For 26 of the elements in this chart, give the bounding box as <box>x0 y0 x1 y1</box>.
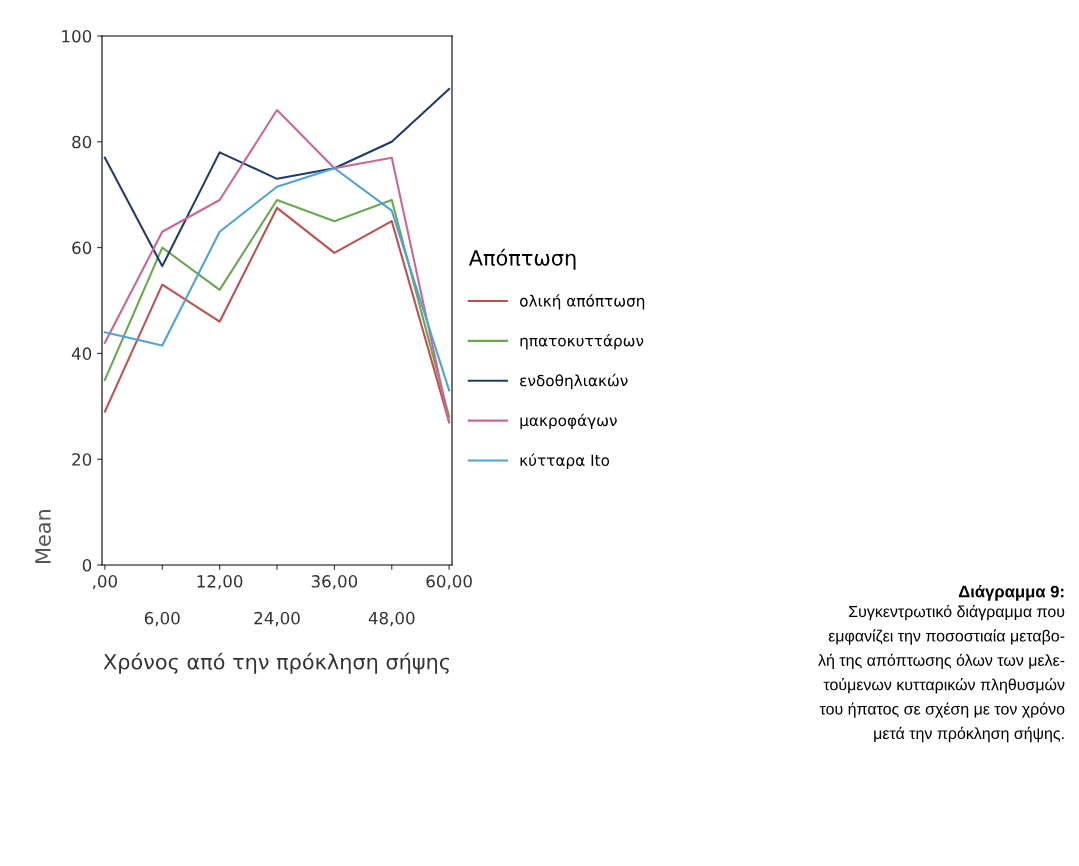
x-tick-label: 6,00 <box>144 611 180 627</box>
text: Συγκεντρωτικό διάγραμμα που εμφανίζει την ποσοστιαία μεταβο- λή της απόπτωσης όλων των μελε- τούμενων κυτταρικών πληθυσμών του ήπατος σε σχέση με τον χρόνο μετά την πρόκληση σήψης. <box>818 605 1065 743</box>
legend-label: ενδοθηλιακών <box>520 373 628 390</box>
y-tick-label: 80 <box>72 135 92 149</box>
legend-label: κύτταρα Ito <box>520 453 610 469</box>
x-tick-label: 60,00 <box>426 575 472 590</box>
line-series <box>103 167 451 392</box>
legend-label: ηπατοκυττάρων <box>520 334 644 350</box>
x-tick-label: ,00 <box>92 575 118 590</box>
y-axis-title: Mean <box>35 510 51 563</box>
legend-label: μακροφάγων <box>520 413 617 430</box>
text: Διάγραμμα 9: <box>958 585 1064 601</box>
x-axis-title: Χρόνος από την πρόκληση σήψης <box>103 652 449 674</box>
legend-label: ολική απόπτωση <box>520 294 645 310</box>
x-tick-label: 12,00 <box>197 575 243 590</box>
x-tick-label: 48,00 <box>368 611 415 627</box>
x-tick-label: 36,00 <box>311 575 358 590</box>
y-tick-label: 60 <box>72 241 92 255</box>
y-tick-label: 40 <box>71 347 92 360</box>
y-tick-label: 100 <box>62 29 92 43</box>
line-series <box>103 109 451 424</box>
y-tick-label: 0 <box>82 558 92 572</box>
x-tick-label: 24,00 <box>254 611 300 627</box>
legend-title: Απόπτωση <box>468 248 576 270</box>
y-tick-label: 20 <box>72 453 92 466</box>
line-series <box>103 87 451 268</box>
